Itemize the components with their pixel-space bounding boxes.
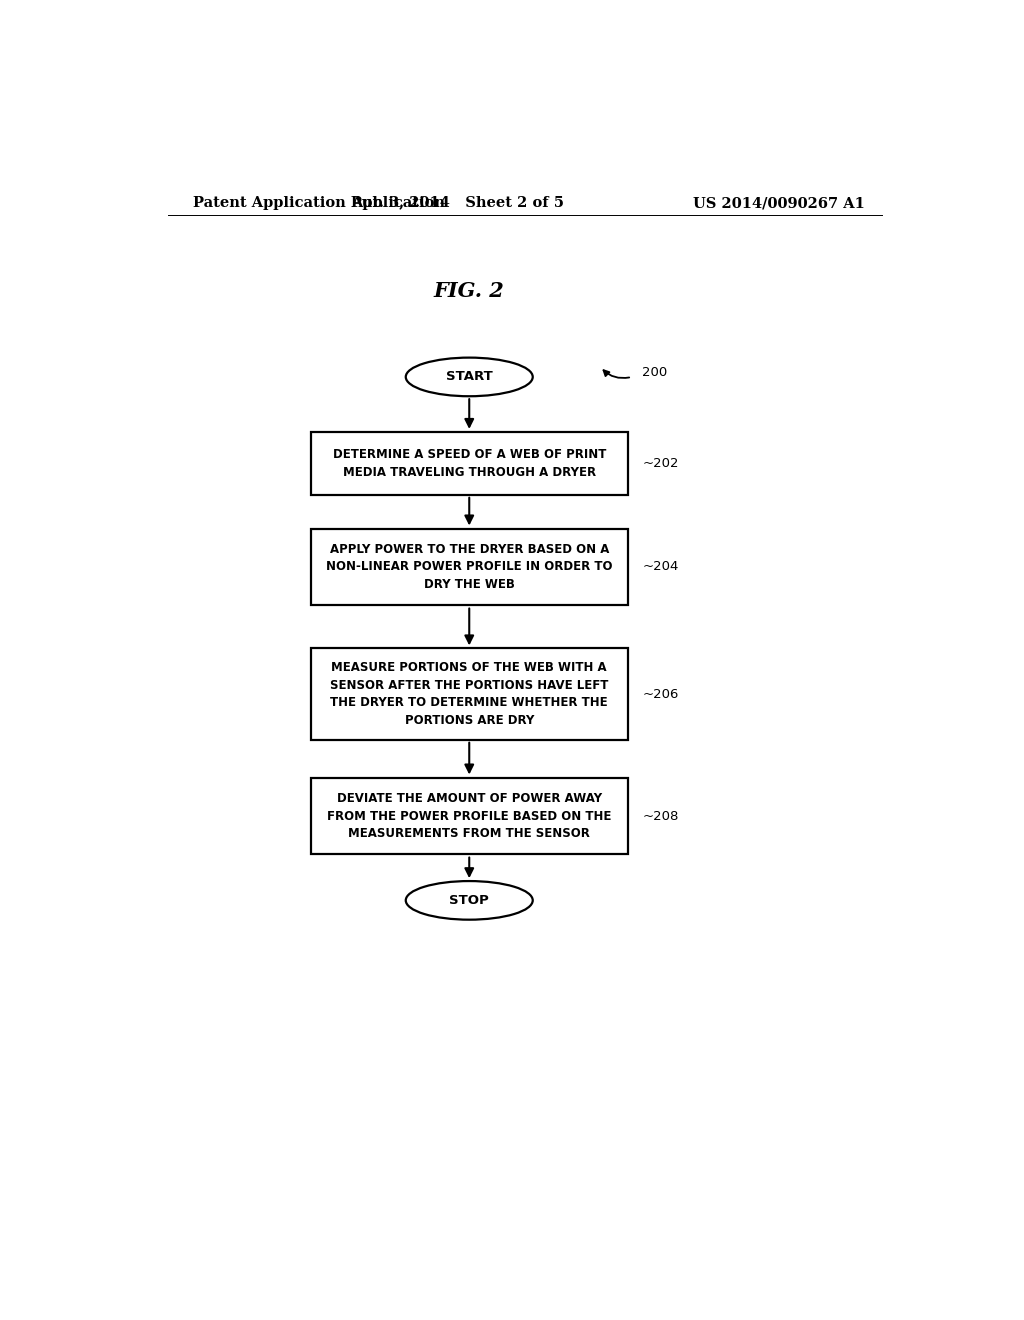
Text: FIG. 2: FIG. 2 [434,281,505,301]
Text: MEASURE PORTIONS OF THE WEB WITH A
SENSOR AFTER THE PORTIONS HAVE LEFT
THE DRYER: MEASURE PORTIONS OF THE WEB WITH A SENSO… [330,661,608,727]
Text: ~208: ~208 [642,809,679,822]
Text: DETERMINE A SPEED OF A WEB OF PRINT
MEDIA TRAVELING THROUGH A DRYER: DETERMINE A SPEED OF A WEB OF PRINT MEDI… [333,447,606,479]
Text: ~204: ~204 [642,561,679,573]
Text: DEVIATE THE AMOUNT OF POWER AWAY
FROM THE POWER PROFILE BASED ON THE
MEASUREMENT: DEVIATE THE AMOUNT OF POWER AWAY FROM TH… [327,792,611,840]
Text: Apr. 3, 2014   Sheet 2 of 5: Apr. 3, 2014 Sheet 2 of 5 [351,197,564,210]
FancyBboxPatch shape [310,777,628,854]
Text: US 2014/0090267 A1: US 2014/0090267 A1 [693,197,864,210]
Text: 200: 200 [642,366,668,379]
Text: APPLY POWER TO THE DRYER BASED ON A
NON-LINEAR POWER PROFILE IN ORDER TO
DRY THE: APPLY POWER TO THE DRYER BASED ON A NON-… [326,543,612,591]
Text: ~202: ~202 [642,457,679,470]
FancyBboxPatch shape [310,648,628,739]
FancyBboxPatch shape [310,529,628,605]
Text: ~206: ~206 [642,688,679,701]
Text: Patent Application Publication: Patent Application Publication [194,197,445,210]
Text: STOP: STOP [450,894,489,907]
Ellipse shape [406,358,532,396]
Ellipse shape [406,880,532,920]
Text: START: START [445,371,493,383]
FancyBboxPatch shape [310,432,628,495]
